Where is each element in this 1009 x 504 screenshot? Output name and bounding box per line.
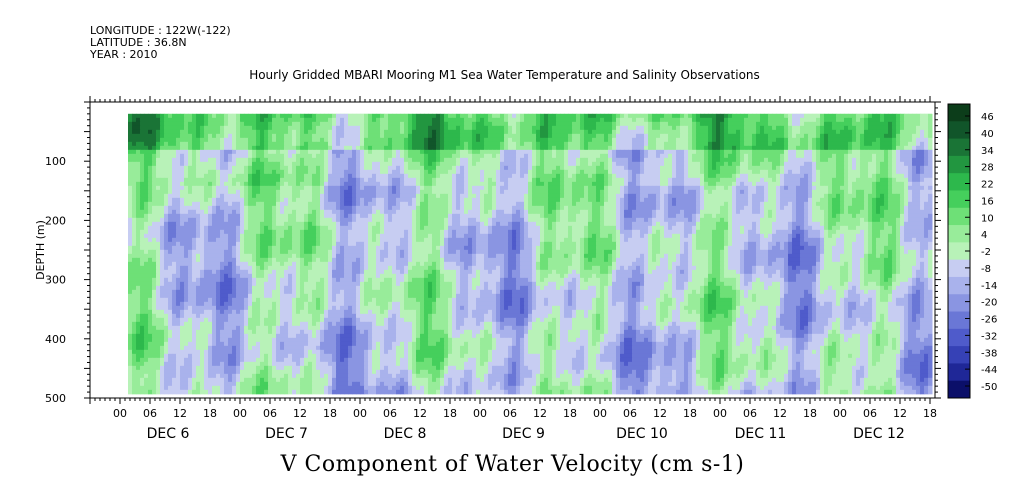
x-hour-label: 06 bbox=[743, 407, 757, 420]
colorbar-label: 28 bbox=[981, 163, 994, 174]
colorbar-swatch bbox=[948, 380, 970, 399]
colorbar-swatch bbox=[948, 242, 970, 261]
colorbar-label: -26 bbox=[981, 315, 997, 326]
x-hour-label: 18 bbox=[923, 407, 937, 420]
colorbar-label: 10 bbox=[981, 213, 994, 224]
colorbar-swatch bbox=[948, 190, 970, 209]
x-hour-label: 00 bbox=[233, 407, 247, 420]
colorbar-label: -2 bbox=[981, 247, 991, 258]
y-tick-label: 400 bbox=[45, 333, 66, 346]
colorbar-label: 34 bbox=[981, 146, 994, 157]
x-day-label: DEC 10 bbox=[616, 426, 668, 442]
x-axis-title: V Component of Water Velocity (cm s-1) bbox=[280, 452, 745, 477]
colorbar-swatch bbox=[948, 138, 970, 157]
longitude-text: LONGITUDE : 122W(-122) bbox=[90, 24, 231, 37]
x-hour-label: 06 bbox=[623, 407, 637, 420]
colorbar-label: -20 bbox=[981, 298, 997, 309]
colorbar-label: -50 bbox=[981, 382, 997, 393]
heatmap-field bbox=[128, 113, 933, 395]
x-day-label: DEC 8 bbox=[384, 426, 427, 442]
colorbar-swatch bbox=[948, 294, 970, 313]
colorbar-swatch bbox=[948, 259, 970, 278]
x-hour-label: 18 bbox=[323, 407, 337, 420]
x-hour-label: 06 bbox=[383, 407, 397, 420]
colorbar-swatch bbox=[948, 155, 970, 174]
y-tick-label: 300 bbox=[45, 274, 66, 287]
x-hour-label: 00 bbox=[833, 407, 847, 420]
x-day-label: DEC 6 bbox=[147, 426, 190, 442]
latitude-text: LATITUDE : 36.8N bbox=[90, 36, 187, 49]
colorbar-label: 22 bbox=[981, 180, 994, 191]
x-hour-label: 12 bbox=[173, 407, 187, 420]
x-day-label: DEC 7 bbox=[265, 426, 308, 442]
x-hour-label: 00 bbox=[473, 407, 487, 420]
x-hour-label: 12 bbox=[773, 407, 787, 420]
x-hour-label: 06 bbox=[263, 407, 277, 420]
colorbar-swatch bbox=[948, 328, 970, 347]
year-text: YEAR : 2010 bbox=[90, 48, 158, 61]
x-hour-label: 12 bbox=[893, 407, 907, 420]
x-hour-label: 06 bbox=[503, 407, 517, 420]
x-hour-label: 12 bbox=[653, 407, 667, 420]
colorbar-label: -32 bbox=[981, 331, 997, 342]
colorbar-swatch bbox=[948, 121, 970, 140]
x-hour-label: 12 bbox=[533, 407, 547, 420]
colorbar-swatch bbox=[948, 225, 970, 243]
colorbar-label: -8 bbox=[981, 264, 991, 275]
colorbar-label: 4 bbox=[981, 230, 987, 241]
colorbar-label: 46 bbox=[981, 112, 994, 123]
colorbar-swatch bbox=[948, 173, 970, 191]
colorbar-label: -44 bbox=[981, 365, 997, 376]
x-day-label: DEC 11 bbox=[735, 426, 787, 442]
chart-title: Hourly Gridded MBARI Mooring M1 Sea Wate… bbox=[249, 68, 760, 82]
colorbar-label: 16 bbox=[981, 196, 994, 207]
colorbar-swatch bbox=[948, 104, 970, 122]
x-hour-label: 06 bbox=[143, 407, 157, 420]
x-hour-label: 18 bbox=[203, 407, 217, 420]
x-axis: 00 06 12 18 00 06 12 18 00 06 12 18 00 06 12 18 00 06 12 18… bbox=[89, 96, 937, 442]
x-hour-label: 18 bbox=[803, 407, 817, 420]
colorbar-swatch bbox=[948, 346, 970, 364]
colorbar-swatch bbox=[948, 207, 970, 226]
x-hour-label: 12 bbox=[413, 407, 427, 420]
y-tick-label: 500 bbox=[45, 392, 66, 405]
colorbar-label: -14 bbox=[981, 281, 997, 292]
x-hour-label: 00 bbox=[593, 407, 607, 420]
colorbar-swatch bbox=[948, 311, 970, 330]
y-tick-label: 200 bbox=[45, 214, 66, 227]
y-tick-label: 100 bbox=[45, 155, 66, 168]
x-hour-label: 00 bbox=[353, 407, 367, 420]
colorbar-swatch bbox=[948, 276, 970, 295]
x-day-label: DEC 9 bbox=[502, 426, 545, 442]
x-hour-label: 00 bbox=[113, 407, 127, 420]
y-axis-title: DEPTH (m) bbox=[34, 220, 47, 280]
x-hour-label: 06 bbox=[863, 407, 877, 420]
x-hour-label: 12 bbox=[293, 407, 307, 420]
x-day-label: DEC 12 bbox=[853, 426, 905, 442]
colorbar-swatch bbox=[948, 363, 970, 382]
x-hour-label: 00 bbox=[713, 407, 727, 420]
x-hour-label: 18 bbox=[443, 407, 457, 420]
x-hour-label: 18 bbox=[683, 407, 697, 420]
colorbar-label: -38 bbox=[981, 348, 997, 359]
colorbar-label: 40 bbox=[981, 129, 994, 140]
x-hour-label: 18 bbox=[563, 407, 577, 420]
y-axis: 100 200 300 400 500 DEPTH (m) bbox=[34, 101, 941, 405]
colorbar: 46 40 34 28 22 16 10 4 -2 -8 -14 -20 -26 -32 -38 -44 -50 bbox=[947, 103, 997, 399]
